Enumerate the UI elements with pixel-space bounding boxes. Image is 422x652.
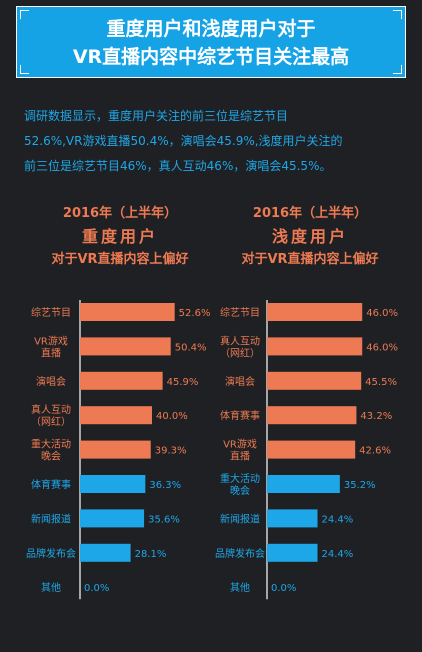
heavy-users-value-label-5: 36.3% xyxy=(149,480,181,491)
banner-corner-bottom-right xyxy=(393,65,402,74)
heavy-users-bar-0 xyxy=(80,303,175,321)
summary-line-3: 前三位是综艺节目46%，真人互动46%，演唱会45.5%。 xyxy=(24,159,332,173)
light-users-header: 2016年（上半年） 浅度用户 对于VR直播内容上偏好 xyxy=(225,204,395,270)
light-users-bar-1 xyxy=(267,337,363,356)
light-users-title: 浅度用户 xyxy=(271,227,348,246)
heavy-users-category-label-3-line-1: （网红） xyxy=(31,415,71,428)
light-users-bar-3 xyxy=(267,406,357,425)
light-users-category-label-4-line-0: VR游戏 xyxy=(223,438,257,451)
light-users-value-label-3: 43.2% xyxy=(360,411,392,422)
heavy-users-value-label-8: 0.0% xyxy=(84,583,109,594)
heavy-users-category-label-0: 综艺节目 xyxy=(31,306,71,319)
light-users-category-label-2: 演唱会 xyxy=(225,375,255,388)
light-users-category-label-5-line-0: 重大活动 xyxy=(220,472,260,485)
page-title-line-1: 重度用户和浅度用户对于 xyxy=(106,18,316,40)
light-users-value-label-6: 24.4% xyxy=(322,514,354,525)
light-users-category-label-4-line-1: 直播 xyxy=(230,450,250,463)
light-users-bar-6 xyxy=(267,509,318,528)
light-users-category-label-1-line-1: （网红） xyxy=(220,346,260,359)
light-users-category-label-0: 综艺节目 xyxy=(220,306,260,319)
light-users-value-label-8: 0.0% xyxy=(271,583,296,594)
title-banner: 重度用户和浅度用户对于 VR直播内容中综艺节目关注最高 xyxy=(16,6,406,78)
light-users-category-label-6: 新闻报道 xyxy=(220,512,260,525)
light-users-bar-7 xyxy=(267,543,318,562)
heavy-users-bar-2 xyxy=(80,371,163,390)
heavy-users-bar-6 xyxy=(80,509,145,528)
light-users-value-label-2: 45.5% xyxy=(365,377,397,388)
light-users-category-label-8: 其他 xyxy=(230,581,250,594)
summary-line-1: 调研数据显示，重度用户关注的前三位是综艺节目 xyxy=(24,109,289,123)
light-users-bar-0 xyxy=(267,303,363,321)
heavy-users-bar-1 xyxy=(80,337,171,356)
light-users-category-label-7: 品牌发布会 xyxy=(215,547,265,560)
banner-corner-top-right xyxy=(393,10,402,19)
page-title-line-2: VR直播内容中综艺节目关注最高 xyxy=(72,46,350,68)
heavy-users-category-label-3-line-0: 真人互动 xyxy=(31,403,71,416)
banner-corner-bottom-left xyxy=(20,65,29,74)
heavy-users-category-label-1-line-1: 直播 xyxy=(41,346,61,359)
heavy-users-year: 2016年（上半年） xyxy=(62,206,178,221)
heavy-users-bar-3 xyxy=(80,406,152,425)
light-users-category-label-3: 体育赛事 xyxy=(220,409,260,422)
light-users-bar-4 xyxy=(267,440,356,459)
heavy-users-category-label-4-line-0: 重大活动 xyxy=(31,438,71,451)
heavy-users-category-label-1-line-0: VR游戏 xyxy=(34,334,68,347)
heavy-users-category-label-4-line-1: 晚会 xyxy=(41,450,61,463)
light-users-value-label-0: 46.0% xyxy=(366,308,398,319)
light-users-bar-2 xyxy=(267,371,362,390)
heavy-users-header: 2016年（上半年） 重度用户 对于VR直播内容上偏好 xyxy=(35,204,205,270)
heavy-users-category-label-7: 品牌发布会 xyxy=(26,547,76,560)
heavy-users-bar-4 xyxy=(80,440,151,459)
heavy-users-title: 重度用户 xyxy=(81,227,158,246)
light-users-category-label-5-line-1: 晚会 xyxy=(230,484,250,497)
heavy-users-bar-5 xyxy=(80,475,146,493)
light-users-value-label-4: 42.6% xyxy=(359,446,391,457)
heavy-users-value-label-1: 50.4% xyxy=(175,342,207,353)
heavy-users-subtitle: 对于VR直播内容上偏好 xyxy=(51,252,189,267)
summary-line-2: 52.6%,VR游戏直播50.4%，演唱会45.9%,浅度用户关注的 xyxy=(24,134,343,148)
heavy-users-value-label-6: 35.6% xyxy=(148,514,180,525)
heavy-users-category-label-6: 新闻报道 xyxy=(31,512,71,525)
heavy-users-value-label-2: 45.9% xyxy=(167,377,199,388)
light-users-value-label-7: 24.4% xyxy=(322,549,354,560)
heavy-users-value-label-3: 40.0% xyxy=(156,411,188,422)
heavy-users-category-label-8: 其他 xyxy=(41,581,61,594)
heavy-users-category-label-5: 体育赛事 xyxy=(31,478,71,491)
light-users-category-label-1-line-0: 真人互动 xyxy=(220,334,260,347)
banner-corner-top-left xyxy=(20,10,29,19)
heavy-users-value-label-0: 52.6% xyxy=(179,308,211,319)
light-users-value-label-1: 46.0% xyxy=(366,342,398,353)
heavy-users-bar-7 xyxy=(80,543,131,562)
light-users-subtitle: 对于VR直播内容上偏好 xyxy=(241,252,379,267)
light-users-value-label-5: 35.2% xyxy=(344,480,376,491)
heavy-users-value-label-7: 28.1% xyxy=(135,549,167,560)
summary-text: 调研数据显示，重度用户关注的前三位是综艺节目 52.6%,VR游戏直播50.4%… xyxy=(24,104,404,179)
light-users-year: 2016年（上半年） xyxy=(252,206,368,221)
heavy-users-category-label-2: 演唱会 xyxy=(36,375,66,388)
light-users-bar-5 xyxy=(267,475,340,493)
heavy-users-value-label-4: 39.3% xyxy=(155,446,187,457)
